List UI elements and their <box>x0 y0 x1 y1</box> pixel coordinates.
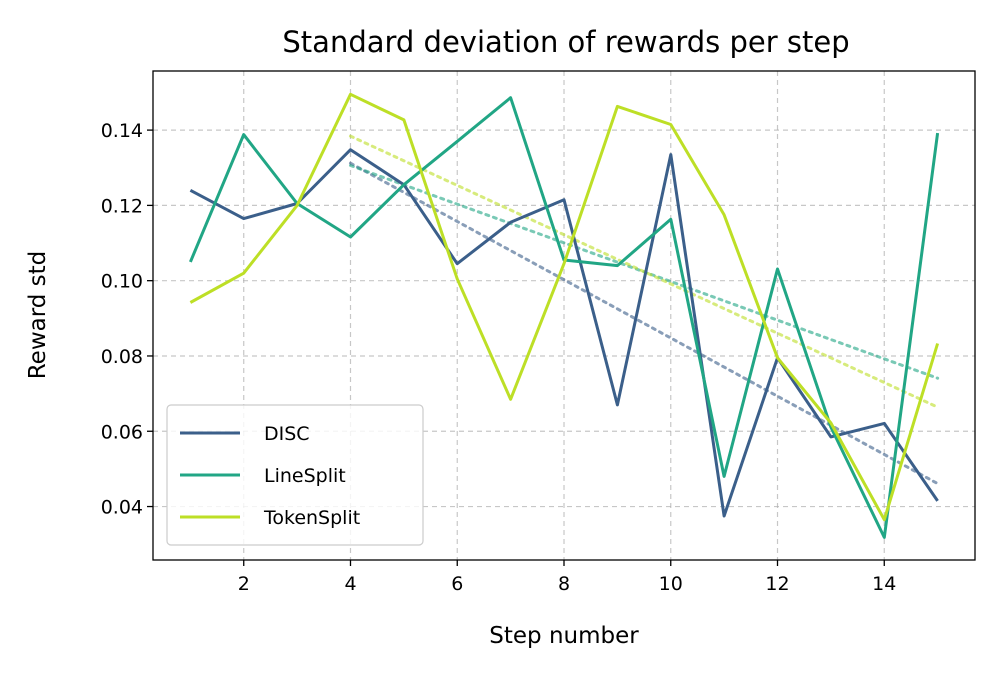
chart-title: Standard deviation of rewards per step <box>282 25 849 59</box>
x-tick-label: 12 <box>765 573 789 595</box>
series-lines <box>189 92 940 539</box>
legend: DISC LineSplit TokenSplit <box>166 404 424 546</box>
x-tick-label: 10 <box>659 573 683 595</box>
y-tick-label: 0.06 <box>101 421 143 443</box>
trend-line-disc <box>348 161 940 486</box>
y-tick-label: 0.10 <box>101 271 143 293</box>
y-tick-label: 0.12 <box>101 195 143 217</box>
x-tick-label: 4 <box>344 573 356 595</box>
legend-label: DISC <box>264 423 310 445</box>
legend-box <box>166 404 424 546</box>
axis-ticks: 2 4 6 8 10 12 14 0.04 0.06 0.08 0.10 0.12 0.14 <box>101 120 897 595</box>
y-axis-label: Reward std <box>25 251 51 380</box>
legend-label: TokenSplit <box>263 507 360 529</box>
x-tick-label: 2 <box>238 573 250 595</box>
trend-line-tokensplit <box>348 134 940 409</box>
series-line-disc <box>189 148 939 518</box>
x-tick-label: 8 <box>558 573 570 595</box>
y-tick-label: 0.04 <box>101 497 143 519</box>
x-axis-label: Step number <box>489 623 639 649</box>
x-tick-label: 14 <box>872 573 896 595</box>
y-tick-label: 0.14 <box>101 120 143 142</box>
series-line-tokensplit <box>189 92 940 522</box>
legend-label: LineSplit <box>264 465 346 487</box>
trend-lines <box>348 134 940 486</box>
x-tick-label: 6 <box>451 573 463 595</box>
y-tick-label: 0.08 <box>101 346 143 368</box>
